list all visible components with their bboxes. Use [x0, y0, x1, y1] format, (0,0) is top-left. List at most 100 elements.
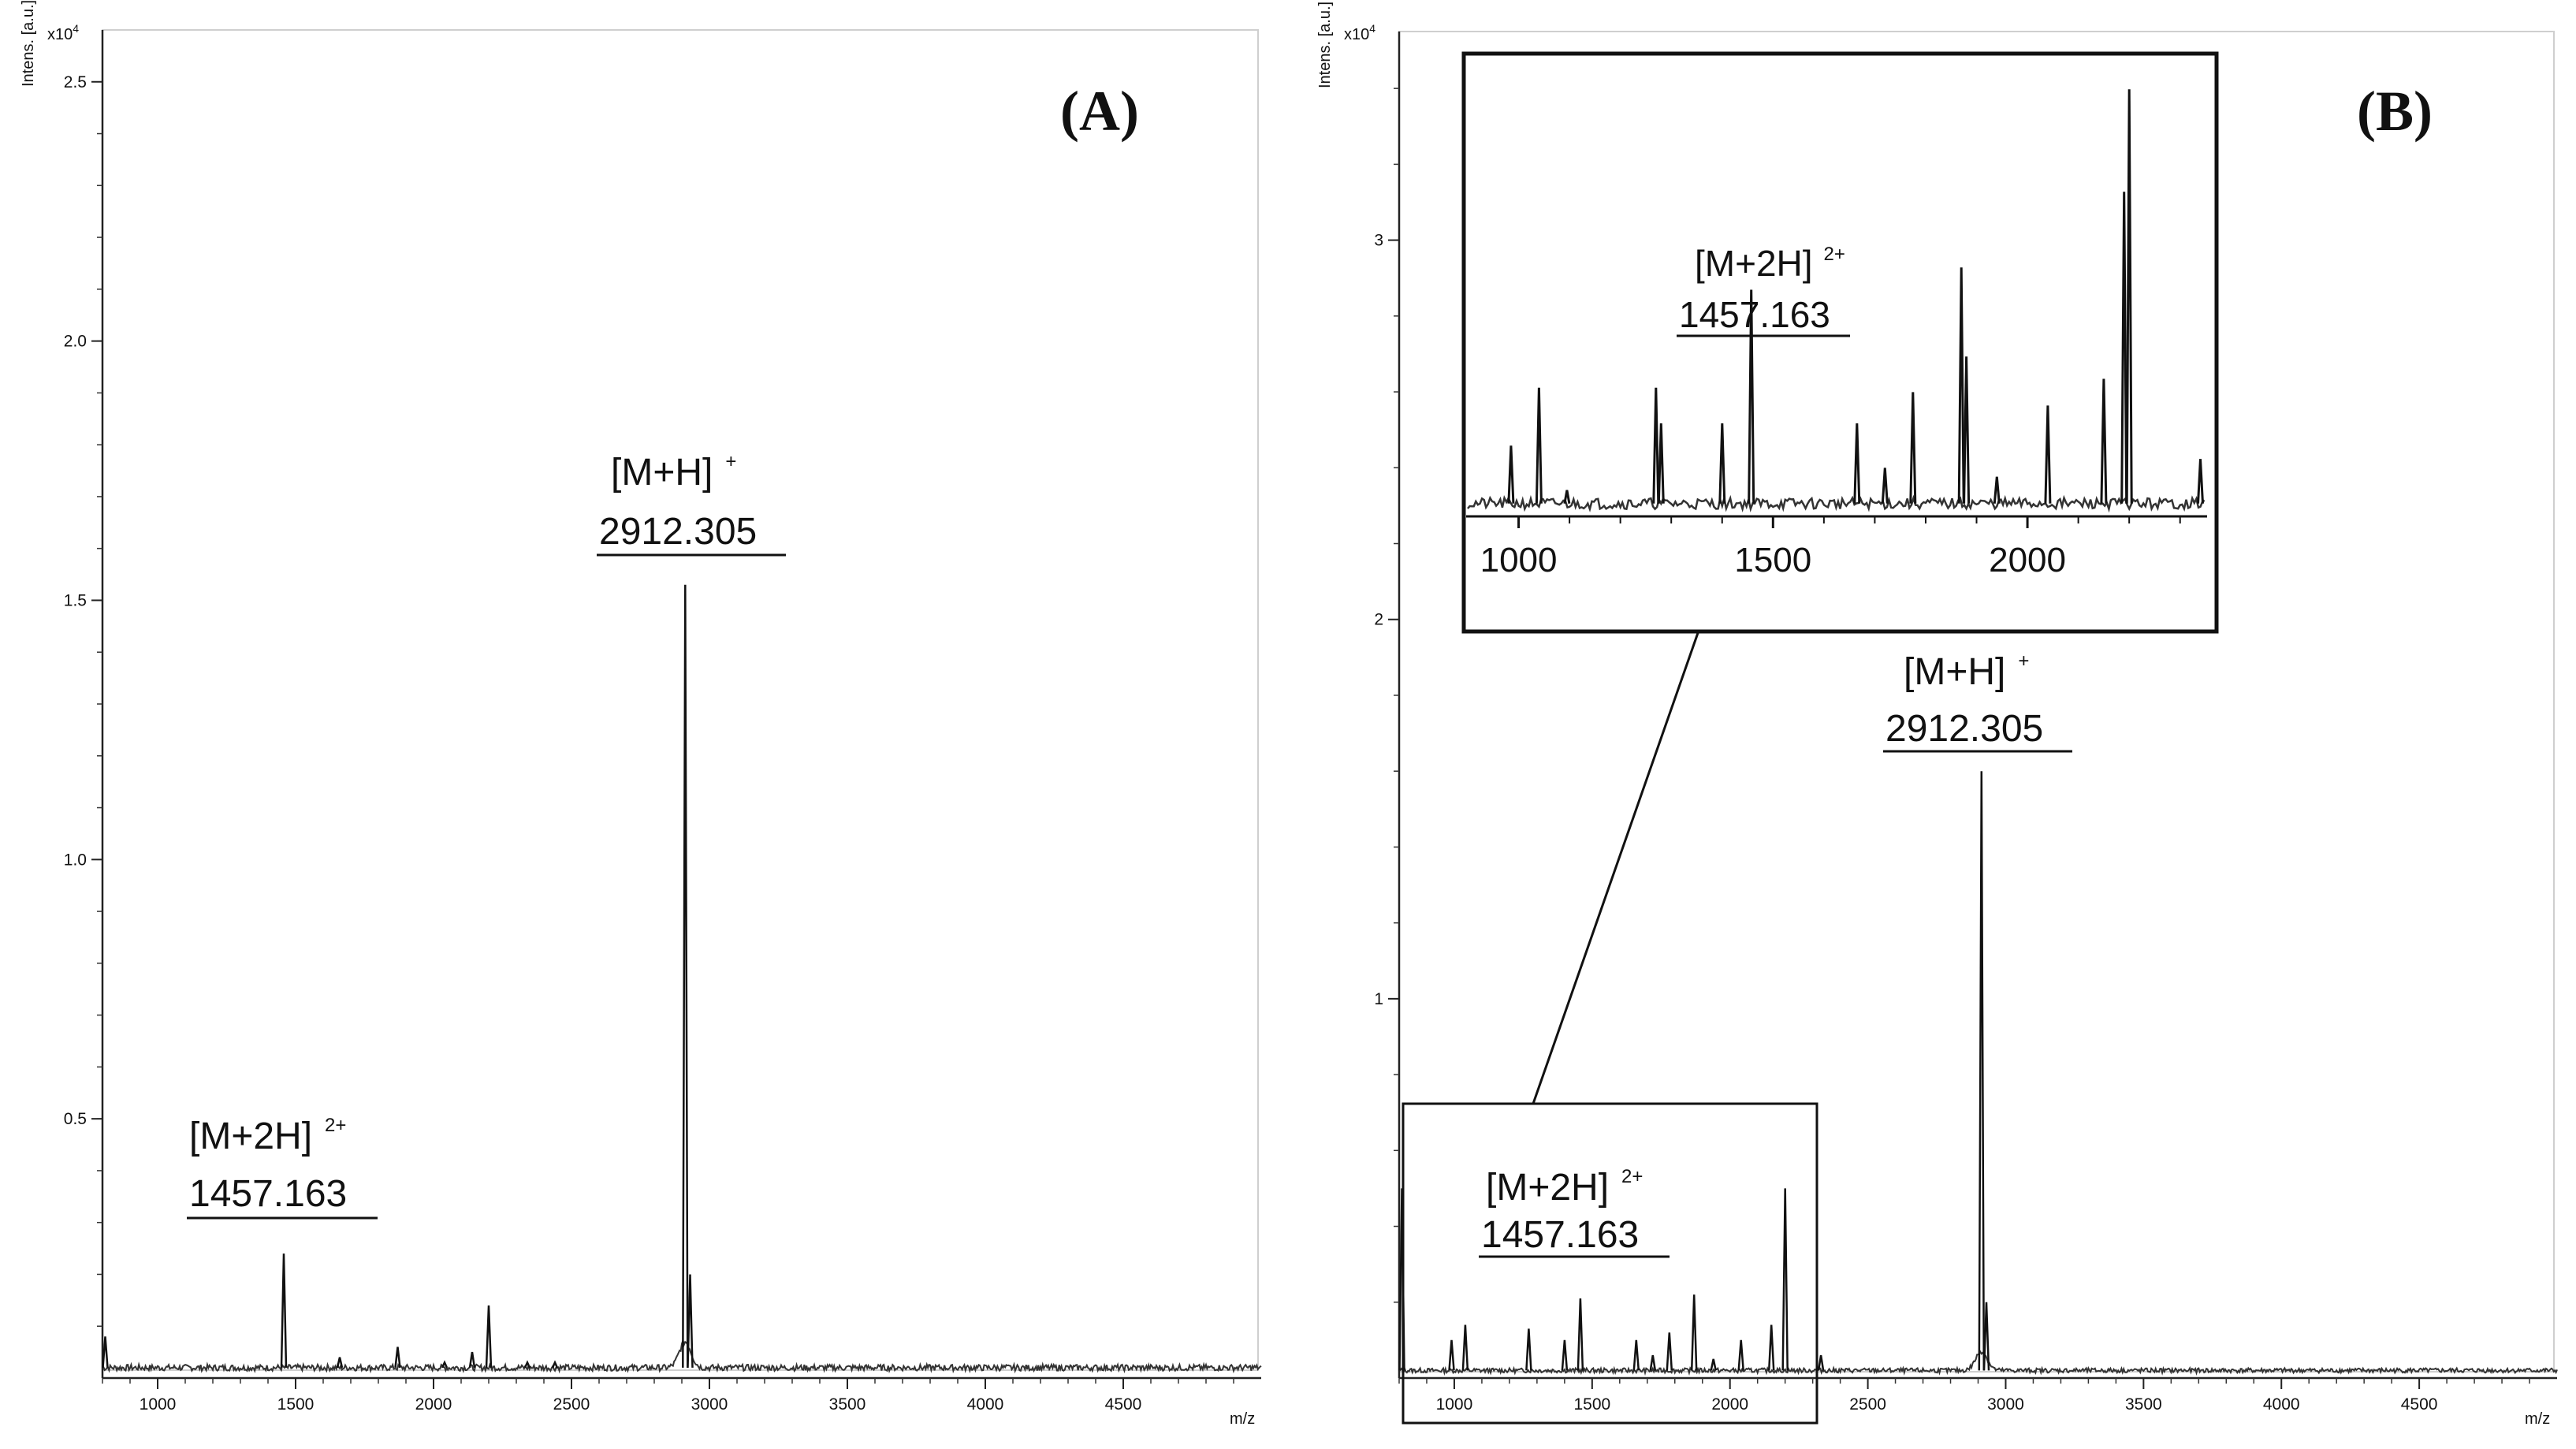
b-x-tick-label: 4500 — [2401, 1395, 2438, 1414]
panel-b-y-axis-label: Intens. [a.u.] — [1316, 2, 1334, 88]
panel-a-plot-frame — [102, 29, 1259, 1371]
panel-a-x-ticks: 1000 1500 2000 2500 3000 3500 4000 4500 — [140, 1378, 1142, 1414]
a-y-tick-label: 1.0 — [64, 851, 87, 869]
b-peak-2150 — [1767, 1324, 1775, 1371]
inset-peak-2040 — [2044, 405, 2052, 504]
a-x-tick-label: 1500 — [277, 1395, 315, 1414]
inset-peak-1775 — [1909, 392, 1917, 504]
panel-b-mh-ion-label: [M+H] + — [1904, 650, 2029, 693]
a-peak-2912 — [682, 584, 689, 1368]
b-y-tick-label: 3 — [1374, 232, 1383, 250]
panel-b-peaks — [1398, 771, 1990, 1371]
panel-b-m2h-mz-label: 1457.163 — [1481, 1214, 1639, 1256]
a-x-tick-label: 3500 — [829, 1395, 866, 1414]
a-peak-2040 — [441, 1360, 449, 1369]
b-x-tick-label: 1500 — [1573, 1395, 1610, 1414]
b-peak-1457 — [1576, 1298, 1584, 1371]
inset-peak-1400 — [1718, 423, 1726, 504]
inset-spectrum-trace — [1467, 494, 2206, 513]
b-peak-990 — [1448, 1339, 1455, 1371]
b-peak-1270 — [1525, 1328, 1532, 1371]
inset-x-tick-label: 1500 — [1734, 541, 1811, 579]
b-peak-1780 — [1666, 1332, 1673, 1371]
b-y-tick-label: 1 — [1374, 990, 1383, 1008]
inset-peak-1940 — [1993, 476, 2001, 504]
inset-peak-1270 — [1652, 387, 1660, 504]
inset-peak-1880 — [1963, 356, 1971, 504]
inset-peak-1870 — [1957, 267, 1965, 504]
b-x-tick-label: 1000 — [1436, 1395, 1473, 1414]
panel-b-y-ticks: 1 2 3 — [1374, 232, 1399, 1008]
panel-a: 0.5 1.0 1.5 2.0 2.5 1000 1500 2000 2500 3000 3500… — [20, 0, 1262, 1428]
b-peak-2200 — [1781, 1188, 1789, 1371]
inset-m2h-ion-label: [M+2H] 2+ — [1695, 243, 1845, 284]
a-x-tick-label: 4000 — [967, 1395, 1004, 1414]
b-peak-1870 — [1690, 1294, 1698, 1371]
b-x-tick-label: 4000 — [2263, 1395, 2300, 1414]
panel-a-m2h-mz-label: 1457.163 — [189, 1173, 347, 1215]
inset-peak-1040 — [1535, 387, 1543, 504]
panel-a-mh-ion-label: [M+H] + — [611, 451, 736, 494]
b-x-tick-label: 3500 — [2125, 1395, 2162, 1414]
inset-m2h-mz-label: 1457.163 — [1679, 294, 1830, 335]
a-peak-1457 — [280, 1253, 288, 1368]
panel-a-x-axis-label: m/z — [1230, 1410, 1255, 1428]
inset-x-tick-label: 1000 — [1480, 541, 1558, 579]
b-peak-2930 — [1982, 1302, 1990, 1371]
inset-x-ticks: 1000 1500 2000 — [1480, 516, 2181, 579]
inset-frame — [1461, 51, 2219, 634]
a-peak-1870 — [394, 1347, 401, 1368]
a-x-tick-label: 3000 — [691, 1395, 728, 1414]
panel-b: 1 2 3 1000 1500 2000 2500 3000 3500 4000 4500 Int… — [1316, 2, 2558, 1428]
panel-a-x-minor-ticks — [102, 1378, 1234, 1384]
b-y-tick-label: 2 — [1374, 611, 1383, 629]
inset-peak-2340 — [2197, 459, 2204, 504]
panel-b-m2h-ion-label: [M+2H] 2+ — [1486, 1166, 1643, 1209]
inset-peak-1665 — [1853, 423, 1861, 504]
a-peak-810 — [102, 1336, 109, 1368]
panel-b-label: (B) — [2357, 80, 2433, 143]
b-peak-1660 — [1632, 1339, 1640, 1371]
a-y-tick-label: 1.5 — [64, 591, 87, 609]
panel-b-x-axis-label: m/z — [2525, 1410, 2550, 1428]
a-y-tick-label: 2.5 — [64, 73, 87, 91]
panel-b-x-ticks: 1000 1500 2000 2500 3000 3500 4000 4500 — [1436, 1378, 2438, 1414]
inset-peak-985 — [1507, 445, 1515, 504]
panel-a-y-multiplier: x104 — [47, 22, 79, 43]
b-peak-2040 — [1737, 1339, 1744, 1371]
b-peak-2912 — [1978, 771, 1986, 1371]
panel-a-mh-mz-label: 2912.305 — [599, 511, 757, 553]
inset-zoom-panel: 1000 1500 2000 [M+2H] 2+ 1457.163 — [1461, 51, 2219, 634]
a-x-tick-label: 2500 — [553, 1395, 590, 1414]
b-peak-2330 — [1817, 1354, 1825, 1371]
a-x-tick-label: 4500 — [1105, 1395, 1142, 1414]
a-peak-2140 — [468, 1351, 476, 1369]
inset-peak-2200 — [2125, 89, 2133, 504]
panel-b-x-minor-ticks — [1398, 1378, 2530, 1384]
a-x-tick-label: 1000 — [140, 1395, 177, 1414]
panel-a-y-ticks: 0.5 1.0 1.5 2.0 2.5 — [64, 73, 102, 1128]
a-peak-2440 — [551, 1360, 559, 1369]
panel-a-spectrum-trace — [102, 1337, 1262, 1374]
b-x-tick-label: 2500 — [1849, 1395, 1886, 1414]
inset-peak-1280 — [1657, 423, 1665, 504]
panel-b-y-multiplier: x104 — [1344, 22, 1375, 43]
inset-peak-1457 — [1748, 289, 1755, 504]
a-peak-1660 — [336, 1357, 344, 1369]
inset-peak-1720 — [1881, 467, 1889, 504]
a-peak-2200 — [485, 1305, 493, 1368]
a-y-tick-label: 0.5 — [64, 1110, 87, 1128]
a-y-tick-label: 2.0 — [64, 333, 87, 351]
panel-b-spectrum-trace — [1398, 1350, 2558, 1376]
inset-peak-1095 — [1563, 490, 1571, 504]
b-x-tick-label: 2000 — [1711, 1395, 1748, 1414]
b-peak-1400 — [1561, 1339, 1569, 1371]
b-peak-1720 — [1649, 1354, 1657, 1371]
b-peak-1040 — [1461, 1324, 1469, 1371]
inset-peaks — [1507, 89, 2204, 504]
panel-b-mh-mz-label: 2912.305 — [1885, 708, 2043, 750]
inset-peak-2190 — [2120, 192, 2128, 504]
panel-a-y-axis-label: Intens. [a.u.] — [20, 0, 37, 87]
inset-peak-2150 — [2100, 378, 2108, 504]
